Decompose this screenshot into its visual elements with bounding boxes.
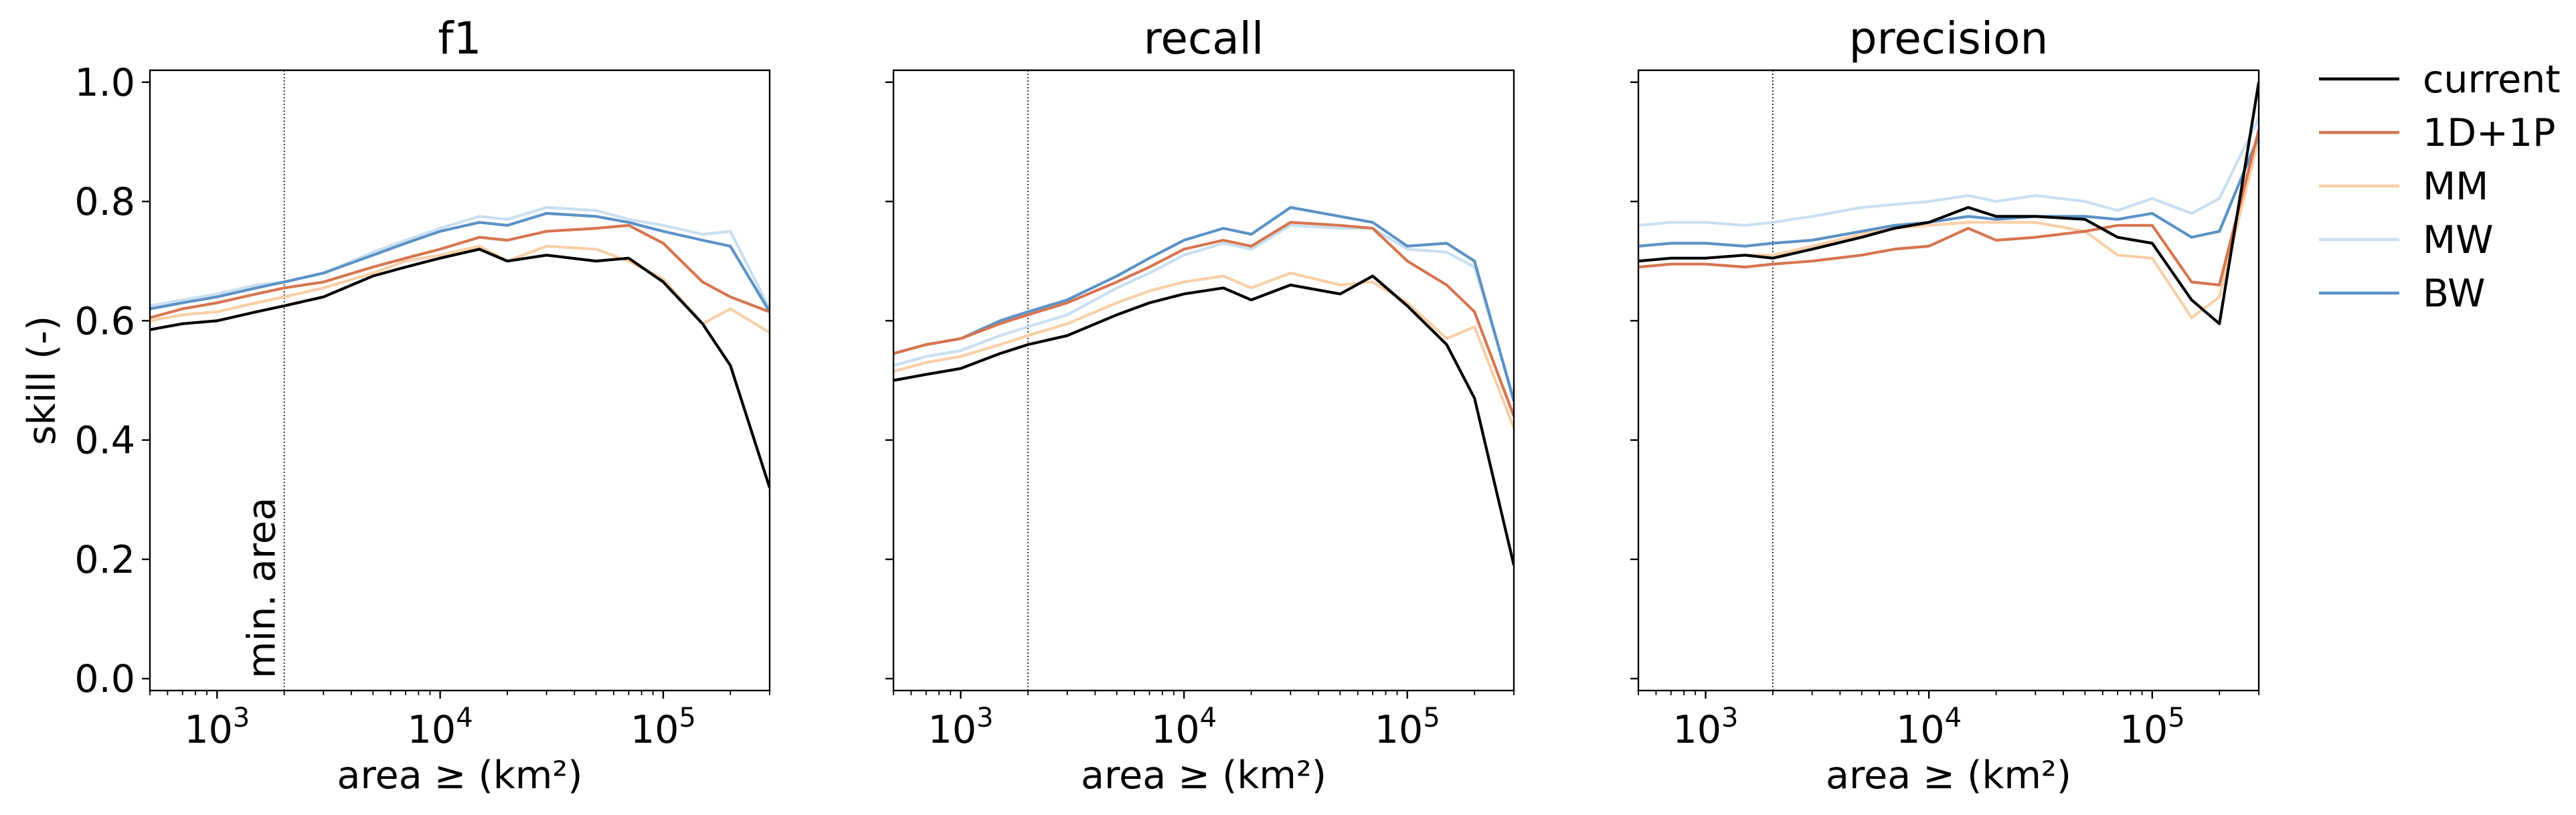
- y-tick-label: 1.0: [74, 61, 135, 105]
- series-line-MM: [1638, 138, 2259, 319]
- x-tick-label: 103: [1672, 703, 1738, 752]
- series-line-MW: [1638, 117, 2259, 227]
- y-tick-label: 0.2: [74, 538, 135, 582]
- series-line-1D+1P: [1638, 129, 2259, 286]
- series-line-1D+1P: [150, 223, 770, 319]
- series-line-current: [150, 248, 770, 488]
- legend-label-MM: MM: [2423, 165, 2488, 209]
- axes-frame: [892, 69, 1515, 692]
- legend-label-BW: BW: [2423, 272, 2485, 316]
- panel-title: precision: [1849, 13, 2049, 64]
- y-tick-label: 0.6: [74, 299, 135, 343]
- x-tick-label: 103: [928, 703, 993, 752]
- series-line-BW: [150, 211, 770, 313]
- legend-label-MW: MW: [2423, 218, 2494, 262]
- x-tick-label: 105: [1375, 703, 1440, 752]
- series-line-MW: [893, 223, 1514, 399]
- x-tick-label: 105: [630, 703, 696, 752]
- series-line-current: [1638, 82, 2259, 325]
- panel-title: recall: [1144, 13, 1264, 64]
- x-tick-label: 103: [184, 703, 250, 752]
- x-axis-label: area ≥ (km²): [1826, 753, 2071, 798]
- axes-frame: [1637, 69, 2260, 692]
- panel-title: f1: [438, 13, 481, 64]
- series-line-MM: [150, 244, 770, 334]
- series-line-BW: [1638, 135, 2259, 248]
- series-line-MW: [150, 205, 770, 310]
- x-tick-label: 105: [2120, 703, 2185, 752]
- series-line-BW: [893, 205, 1514, 402]
- x-tick-label: 104: [408, 703, 473, 752]
- x-axis-label: area ≥ (km²): [1081, 753, 1326, 798]
- x-tick-label: 104: [1151, 703, 1217, 752]
- y-tick-label: 0.0: [74, 657, 135, 701]
- y-tick-label: 0.4: [74, 419, 135, 463]
- min-area-annotation: min. area: [240, 497, 284, 678]
- panel-f1: f1 0.0 0.2 0.4 0.6 0.8 1.0 103 104 105 area ≥ (km²…: [20, 13, 771, 798]
- axes-frame: [149, 69, 771, 692]
- x-tick-label: 104: [1896, 703, 1962, 752]
- series-line-1D+1P: [893, 221, 1514, 417]
- series-line-current: [893, 274, 1514, 566]
- series-line-MM: [893, 272, 1514, 429]
- panel-precision: precision 103 104 105 area ≥ (km²): [1630, 13, 2260, 798]
- legend-label-current: current: [2423, 58, 2561, 102]
- y-tick-label: 0.8: [74, 180, 135, 224]
- panel-recall: recall 103 104 105 area ≥ (km²): [885, 13, 1515, 798]
- x-axis-label: area ≥ (km²): [337, 753, 583, 798]
- y-axis-label: skill (-): [20, 316, 64, 445]
- legend-label-1D+1P: 1D+1P: [2423, 111, 2556, 155]
- legend: current 1D+1P MM MW BW: [2319, 58, 2561, 316]
- panels: f1 0.0 0.2 0.4 0.6 0.8 1.0 103 104 105 area ≥ (km²…: [20, 13, 2260, 798]
